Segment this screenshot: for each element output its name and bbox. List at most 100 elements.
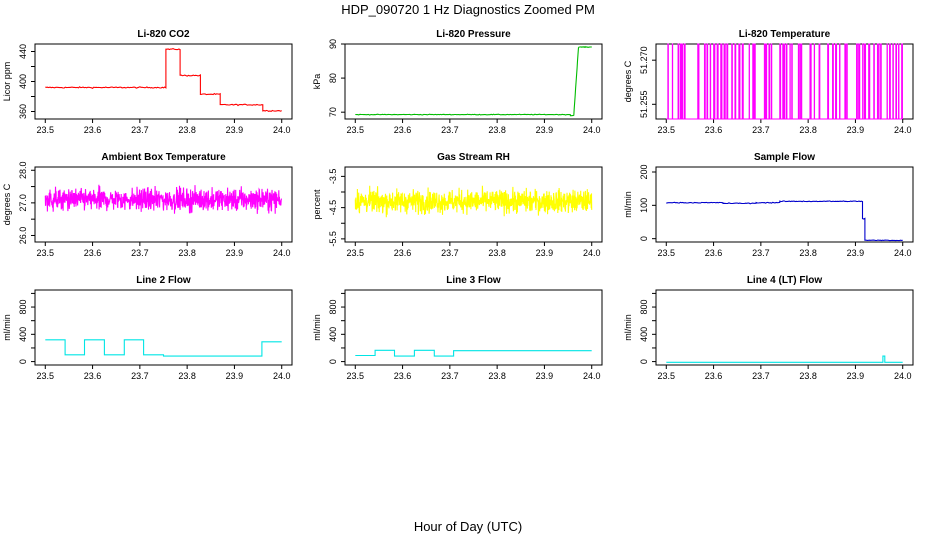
panel-9-title: Line 4 (LT) Flow: [747, 275, 823, 286]
panel-2-x-tick-label: 23.9: [536, 125, 554, 135]
panel-1-x-tick-label: 23.8: [178, 125, 196, 135]
panel-3-x-tick-label: 23.9: [847, 125, 865, 135]
panel-7-title: Line 2 Flow: [136, 275, 191, 286]
panel-5-x-tick-label: 23.7: [441, 248, 459, 258]
panel-6-y-tick-label: 200: [639, 164, 649, 179]
panel-8: Line 3 Flow ml/min 23.5 23.6 23.7 23.8 23.9 24.…: [312, 275, 603, 381]
panel-9-frame: [655, 289, 914, 366]
panel-6-frame: [655, 166, 914, 243]
panel-8-y-tick-label: 800: [328, 300, 338, 315]
panel-6-y-tick-label: 100: [639, 198, 649, 213]
panel-4-y-tick-label: 28.0: [18, 161, 28, 179]
panel-8-x-tick-label: 23.5: [347, 371, 365, 381]
panel-1-y-tick-label: 360: [18, 104, 28, 119]
panel-2-x-tick-label: 23.8: [488, 125, 506, 135]
panel-7-y-tick-label: 0: [18, 359, 28, 364]
panel-5-x-tick-label: 24.0: [583, 248, 601, 258]
panel-7-x-tick-label: 23.5: [37, 371, 55, 381]
panel-8-x-tick-label: 23.9: [536, 371, 554, 381]
panel-7-x-tick-label: 24.0: [273, 371, 291, 381]
panel-4-y-tick-label: 26.0: [18, 227, 28, 245]
panel-3-x-tick-label: 23.7: [752, 125, 770, 135]
panel-4: Ambient Box Temperature degrees C 23.5 23.6…: [2, 152, 293, 258]
panel-9-y-label: ml/min: [623, 314, 633, 341]
panel-9-x-tick-label: 23.5: [658, 371, 676, 381]
panel-7-x-tick-label: 23.6: [84, 371, 102, 381]
panel-1-x-tick-label: 23.6: [84, 125, 102, 135]
panel-8-x-tick-label: 23.6: [394, 371, 412, 381]
panel-5: Gas Stream RH percent 23.5 23.6 23.7 23.8 23.9…: [312, 152, 603, 258]
panel-8-y-label: ml/min: [312, 314, 322, 341]
panel-1-x-tick-label: 23.9: [226, 125, 244, 135]
panel-3-y-tick-label: 51.255: [639, 91, 649, 119]
panel-3-series-line: [666, 43, 903, 120]
panel-9-y-tick-label: 800: [639, 300, 649, 315]
panel-6: Sample Flow ml/min 23.5 23.6 23.7 23.8 23.9 24.…: [623, 152, 914, 258]
panel-4-series-line: [44, 184, 283, 214]
panel-2-y-tick-label: 90: [328, 39, 338, 49]
panel-1-series-line: [45, 48, 282, 113]
panel-5-frame: [344, 166, 603, 243]
panel-1: Li-820 CO2 Licor ppm 23.5 23.6 23.7 23.8 23.9 2…: [2, 29, 293, 135]
panel-5-x-tick-label: 23.8: [488, 248, 506, 258]
panel-1-y-label: Licor ppm: [2, 62, 12, 102]
panel-4-x-tick-label: 24.0: [273, 248, 291, 258]
panel-5-x-tick-label: 23.5: [347, 248, 365, 258]
panel-6-series-line: [666, 200, 903, 242]
figure-title: HDP_090720 1 Hz Diagnostics Zoomed PM: [341, 2, 595, 17]
panel-6-x-tick-label: 24.0: [894, 248, 912, 258]
panel-9-y-tick-label: 400: [639, 327, 649, 342]
panel-6-title: Sample Flow: [754, 152, 815, 163]
panel-9-x-tick-label: 23.6: [705, 371, 723, 381]
panel-8-series-line: [355, 349, 592, 357]
panel-6-x-tick-label: 23.8: [799, 248, 817, 258]
panel-3-x-tick-label: 23.6: [705, 125, 723, 135]
panel-2-x-tick-label: 23.6: [394, 125, 412, 135]
panel-4-x-tick-label: 23.7: [131, 248, 149, 258]
panel-6-x-tick-label: 23.6: [705, 248, 723, 258]
panel-3-x-tick-label: 23.8: [799, 125, 817, 135]
panel-8-title: Line 3 Flow: [446, 275, 501, 286]
panel-8-x-tick-label: 24.0: [583, 371, 601, 381]
panel-7-x-tick-label: 23.7: [131, 371, 149, 381]
panel-9-series-line: [666, 355, 903, 363]
panel-5-y-tick-label: -4.5: [328, 200, 338, 216]
panel-6-y-tick-label: 0: [639, 236, 649, 241]
panel-3-x-tick-label: 23.5: [658, 125, 676, 135]
panel-2-y-tick-label: 80: [328, 73, 338, 83]
panel-8-x-tick-label: 23.8: [488, 371, 506, 381]
panel-5-y-tick-label: -5.5: [328, 231, 338, 247]
panel-5-title: Gas Stream RH: [437, 152, 510, 163]
panel-2-title: Li-820 Pressure: [436, 29, 511, 40]
panel-2-x-tick-label: 23.5: [347, 125, 365, 135]
panel-6-x-tick-label: 23.9: [847, 248, 865, 258]
panel-8-y-tick-label: 0: [328, 359, 338, 364]
panel-1-x-tick-label: 24.0: [273, 125, 291, 135]
panel-2-frame: [344, 43, 603, 120]
panel-6-y-label: ml/min: [623, 191, 633, 218]
panel-8-y-tick-label: 400: [328, 327, 338, 342]
panel-9-x-tick-label: 23.7: [752, 371, 770, 381]
panel-3-x-tick-label: 24.0: [894, 125, 912, 135]
panel-7-series-line: [45, 339, 282, 357]
panel-4-x-tick-label: 23.5: [37, 248, 55, 258]
panel-6-x-tick-label: 23.5: [658, 248, 676, 258]
panel-2-x-tick-label: 23.7: [441, 125, 459, 135]
panel-7-y-tick-label: 800: [18, 300, 28, 315]
panel-9-x-tick-label: 23.9: [847, 371, 865, 381]
panel-3-y-tick-label: 51.270: [639, 46, 649, 74]
panel-7-y-tick-label: 400: [18, 327, 28, 342]
panel-grid: Li-820 CO2 Licor ppm 23.5 23.6 23.7 23.8 23.9 2…: [2, 29, 914, 381]
panel-2-series-line: [355, 45, 592, 117]
panel-9-y-tick-label: 0: [639, 359, 649, 364]
panel-7-frame: [34, 289, 293, 366]
panel-8-x-tick-label: 23.7: [441, 371, 459, 381]
panel-5-y-tick-label: -3.5: [328, 169, 338, 185]
panel-2-y-label: kPa: [312, 74, 322, 90]
panel-5-x-tick-label: 23.6: [394, 248, 412, 258]
panel-1-y-tick-label: 400: [18, 74, 28, 89]
panel-7-x-tick-label: 23.8: [178, 371, 196, 381]
panel-9-x-tick-label: 23.8: [799, 371, 817, 381]
panel-8-frame: [344, 289, 603, 366]
